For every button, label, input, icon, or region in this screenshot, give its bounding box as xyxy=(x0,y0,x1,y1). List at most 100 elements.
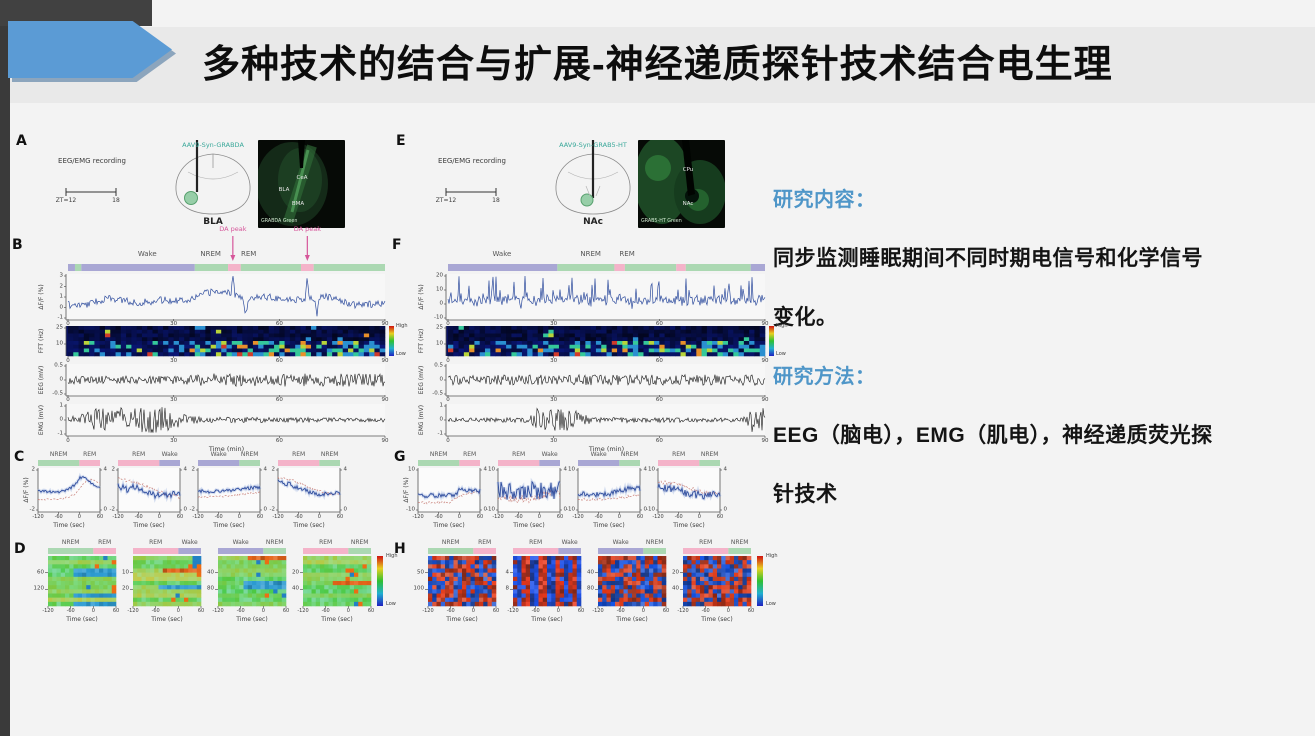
x-axis-label: Time (min) xyxy=(588,445,625,453)
x-tick: -60 xyxy=(294,514,303,520)
y-axis-label: ΔF/F (%) xyxy=(403,477,410,503)
x-tick: -60 xyxy=(54,514,63,520)
state-label: Wake xyxy=(492,250,512,258)
transition-to-label: Wake xyxy=(561,539,578,546)
y-tick-right: 4 xyxy=(263,466,268,473)
y-tick-right: 4 xyxy=(103,466,108,473)
region-label: BLA xyxy=(203,217,223,227)
image-caption: GRAB5-HT Green xyxy=(641,219,682,224)
y-tick: -2 xyxy=(29,506,35,513)
fluorescence-art xyxy=(638,140,725,224)
x-tick: 30 xyxy=(170,397,178,403)
y-tick: 0 xyxy=(439,300,444,307)
x-tick: 0 xyxy=(446,321,450,327)
y-tick-right: 4 xyxy=(183,466,188,473)
y-tick: -1 xyxy=(57,314,63,321)
x-tick: 0 xyxy=(726,608,730,614)
x-tick: -60 xyxy=(134,514,143,520)
y-tick-right: 0 xyxy=(103,506,108,513)
x-tick: 60 xyxy=(176,514,184,520)
transition-to-label: NREM xyxy=(700,451,719,458)
y-tick: 1 xyxy=(439,402,444,409)
virus-label: AAV9-Syn-GRAB5-HT xyxy=(559,141,627,149)
x-tick: 0 xyxy=(176,608,180,614)
panel-letter-h: H xyxy=(394,541,406,557)
y-tick: 25 xyxy=(436,324,443,331)
transition-from-label: REM xyxy=(149,539,163,546)
x-axis-label: Time (sec) xyxy=(513,522,545,529)
y-tick: -10 xyxy=(566,506,575,513)
transition-from-label: REM xyxy=(512,451,526,458)
panel-letter-d: D xyxy=(14,541,26,557)
x-tick: 0 xyxy=(66,397,70,403)
x-axis-label: Time (sec) xyxy=(531,616,563,623)
x-tick: -120 xyxy=(572,514,584,520)
transition-to-label: REM xyxy=(463,451,477,458)
y-tick: 2 xyxy=(271,466,276,473)
x-tick: -120 xyxy=(272,514,284,520)
y-tick-right: 4 xyxy=(723,466,728,473)
x-tick: 30 xyxy=(550,397,558,403)
x-tick: -120 xyxy=(422,608,434,614)
y-tick: 4 xyxy=(505,568,510,575)
transition-from-label: REM xyxy=(319,539,333,546)
x-tick: -120 xyxy=(492,514,504,520)
y-tick: -10 xyxy=(434,314,443,321)
da-peak-label: DA peak xyxy=(219,225,247,233)
x-tick: 0 xyxy=(77,514,81,520)
y-tick: 0 xyxy=(59,416,64,423)
state-label: Wake xyxy=(137,250,157,258)
y-tick: 10 xyxy=(568,466,575,473)
slide-title: 多种技术的结合与扩展-神经递质探针技术结合电生理 xyxy=(202,44,1113,86)
x-tick: 90 xyxy=(761,397,769,403)
x-axis-label: Time (sec) xyxy=(433,522,465,529)
fluorescence-image-nac xyxy=(638,140,725,228)
y-tick-right: 0 xyxy=(183,506,188,513)
transition-from-label: NREM xyxy=(441,539,460,546)
x-tick: 0 xyxy=(446,358,450,364)
x-tick: 90 xyxy=(381,358,389,364)
x-tick: -120 xyxy=(507,608,519,614)
x-tick: 90 xyxy=(761,358,769,364)
image-caption: GRABDA Green xyxy=(261,219,298,224)
x-tick: 60 xyxy=(636,514,644,520)
x-tick: 0 xyxy=(66,321,70,327)
y-tick: 60 xyxy=(37,568,44,575)
y-tick: 0.5 xyxy=(54,362,63,369)
x-tick: -60 xyxy=(701,608,710,614)
y-tick: 10 xyxy=(436,340,443,347)
y-tick: 0 xyxy=(59,376,64,383)
x-tick: 90 xyxy=(381,438,389,444)
x-tick: 30 xyxy=(550,438,558,444)
x-tick: 0 xyxy=(457,514,461,520)
transition-from-label: Wake xyxy=(612,539,629,546)
x-tick: -120 xyxy=(412,514,424,520)
colorbar-high-label: High xyxy=(386,553,398,559)
x-tick: 90 xyxy=(761,321,769,327)
y-tick: 20 xyxy=(122,585,129,592)
y-tick: 1 xyxy=(59,293,64,300)
x-axis-label: Time (sec) xyxy=(321,616,353,623)
zt-start-label: ZT=12 xyxy=(435,197,457,204)
y-tick: 40 xyxy=(207,568,214,575)
y-axis-label: EMG (mV) xyxy=(418,404,425,436)
x-tick: 60 xyxy=(96,514,104,520)
screen-edge-strip xyxy=(0,0,10,736)
y-tick: 25 xyxy=(56,324,63,331)
y-tick: 80 xyxy=(587,585,594,592)
y-tick-right: 0 xyxy=(263,506,268,513)
x-axis-label: Time (sec) xyxy=(293,522,325,529)
x-tick: 0 xyxy=(157,514,161,520)
y-tick: 1 xyxy=(59,402,64,409)
x-tick: -120 xyxy=(592,608,604,614)
x-axis-label: Time (sec) xyxy=(616,616,648,623)
title-banner xyxy=(10,27,1315,103)
x-axis-label: Time (sec) xyxy=(151,616,183,623)
fluorescence-image-bla xyxy=(258,140,345,228)
y-axis-label: FFT (Hz) xyxy=(38,328,45,354)
transition-to-label: NREM xyxy=(730,539,749,546)
y-tick: 2 xyxy=(191,466,196,473)
research-method-line1: EEG（脑电），EMG（肌电），神经递质荧光探 xyxy=(773,423,1213,447)
x-tick: 0 xyxy=(66,438,70,444)
x-tick: 60 xyxy=(492,608,500,614)
